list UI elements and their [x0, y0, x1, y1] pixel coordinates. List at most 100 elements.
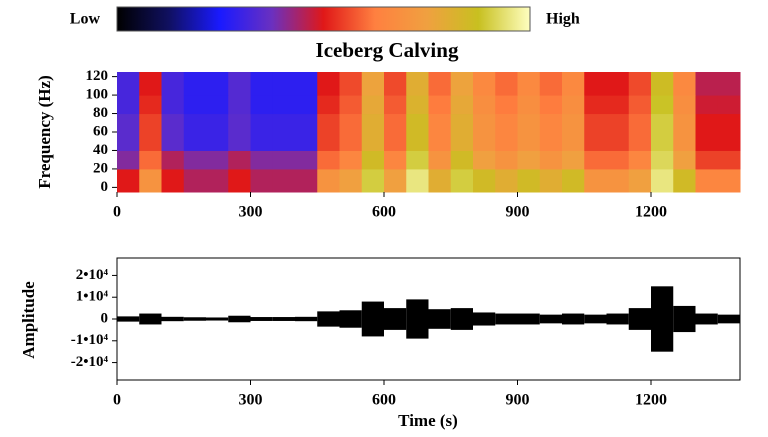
heat-cell [117, 113, 140, 133]
heat-cell [161, 72, 185, 96]
heat-cell [473, 95, 496, 115]
heat-cell [206, 168, 229, 193]
heat-cell [673, 132, 696, 151]
heat-cell [428, 72, 452, 96]
x-tick-label: 300 [239, 204, 263, 221]
heat-cell [406, 132, 429, 151]
heat-cell [606, 95, 630, 115]
amplitude-envelope [695, 313, 718, 325]
heat-cell [584, 132, 607, 151]
y-tick-label: 0 [101, 310, 109, 326]
x-tick-label: 1200 [635, 204, 667, 221]
heat-cell [183, 132, 207, 151]
amplitude-envelope [117, 316, 140, 322]
heat-cell [250, 72, 274, 96]
chart-title: Iceberg Calving [316, 38, 459, 62]
heat-cell [361, 132, 385, 151]
heat-cell [361, 150, 385, 170]
heat-cell [517, 132, 541, 151]
amplitude-envelope [161, 316, 184, 322]
heat-cell [183, 168, 207, 193]
amplitude-envelope [628, 308, 651, 330]
amplitude-envelope [339, 310, 362, 328]
heat-cell [428, 113, 452, 133]
y-tick-label: 80 [93, 105, 108, 121]
heat-cell [695, 150, 719, 170]
heat-cell [228, 72, 251, 96]
heat-cell [450, 72, 474, 96]
amplitude-envelope [295, 316, 318, 322]
y-tick-label: -2•10⁴ [71, 354, 109, 370]
heat-cell [228, 132, 251, 151]
heat-cell [139, 150, 162, 170]
heat-cell [495, 113, 518, 133]
heat-cell [539, 132, 563, 151]
heat-cell [250, 168, 274, 193]
heat-cell [651, 168, 674, 193]
heat-cell [473, 132, 496, 151]
y-tick-label: 1•10⁴ [76, 289, 109, 305]
heat-cell [473, 168, 496, 193]
heat-cell [651, 72, 674, 96]
heat-cell [161, 132, 185, 151]
heat-cell [562, 72, 585, 96]
heat-cell [717, 72, 741, 96]
heat-cell [361, 72, 385, 96]
heat-cell [183, 95, 207, 115]
heat-cell [628, 72, 652, 96]
heat-cell [651, 132, 674, 151]
heat-cell [361, 168, 385, 193]
heat-cell [562, 95, 585, 115]
heat-cell [628, 132, 652, 151]
amplitude-envelope [562, 313, 585, 325]
heat-cell [183, 113, 207, 133]
heat-cell [228, 150, 251, 170]
heat-cell [695, 72, 719, 96]
heat-cell [228, 168, 251, 193]
heat-cell [250, 95, 274, 115]
heat-cell [206, 113, 229, 133]
heat-cell [272, 168, 296, 193]
heat-cell [295, 113, 318, 133]
heat-cell [183, 150, 207, 170]
heat-cell [339, 168, 363, 193]
heat-cell [450, 168, 474, 193]
heat-cell [406, 150, 429, 170]
y-tick-label: 20 [93, 160, 108, 176]
heat-cell [473, 150, 496, 170]
heat-cell [717, 95, 741, 115]
heat-cell [717, 132, 741, 151]
heat-cell [517, 95, 541, 115]
heat-cell [450, 95, 474, 115]
heat-cell [161, 168, 185, 193]
heat-cell [117, 95, 140, 115]
heat-cell [295, 95, 318, 115]
y-axis-label: Amplitude [19, 281, 38, 359]
heat-cell [139, 72, 162, 96]
amplitude-envelope [717, 314, 740, 324]
heat-cell [628, 113, 652, 133]
heat-cell [584, 168, 607, 193]
heat-cell [562, 113, 585, 133]
amplitude-envelope [206, 317, 229, 321]
heat-cell [384, 132, 407, 151]
heat-cell [628, 95, 652, 115]
x-axis-label: Time (s) [398, 411, 458, 430]
heat-cell [428, 132, 452, 151]
heat-cell [539, 95, 563, 115]
heat-cell [139, 168, 162, 193]
heat-cell [339, 95, 363, 115]
heat-cell [651, 95, 674, 115]
heat-cell [250, 113, 274, 133]
heat-cell [584, 95, 607, 115]
amplitude-envelope [228, 315, 251, 323]
amplitude-envelope [584, 314, 607, 324]
heat-cell [161, 150, 185, 170]
y-tick-label: 40 [93, 142, 108, 158]
amplitude-envelope [317, 311, 340, 327]
heat-cell [628, 150, 652, 170]
heat-cell [206, 132, 229, 151]
heat-cell [428, 150, 452, 170]
heat-cell [495, 168, 518, 193]
